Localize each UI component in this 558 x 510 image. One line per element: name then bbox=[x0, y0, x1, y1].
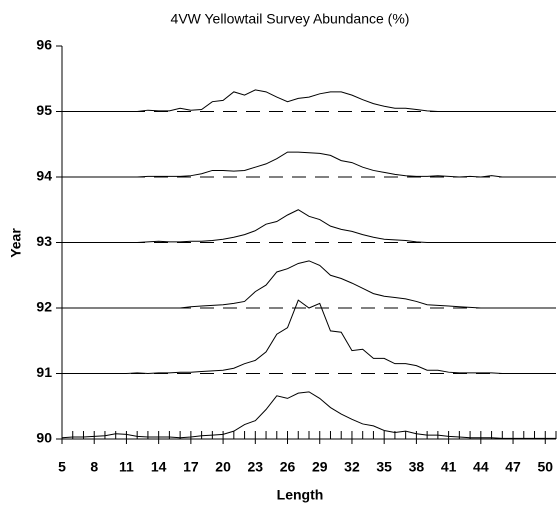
y-tick-label: 92 bbox=[36, 299, 52, 315]
x-tick-label: 23 bbox=[248, 459, 264, 475]
y-tick-label: 93 bbox=[36, 233, 52, 249]
x-tick-label: 14 bbox=[151, 459, 167, 475]
x-tick-label: 17 bbox=[183, 459, 199, 475]
y-tick-label: 90 bbox=[36, 430, 52, 446]
x-tick-label: 5 bbox=[58, 459, 66, 475]
x-tick-label: 20 bbox=[215, 459, 231, 475]
y-tick-label: 95 bbox=[36, 102, 52, 118]
data-line bbox=[62, 260, 556, 309]
data-line bbox=[62, 299, 556, 375]
x-tick-label: 11 bbox=[119, 459, 134, 475]
x-tick-label: 35 bbox=[376, 459, 392, 475]
x-tick-label: 29 bbox=[312, 459, 328, 475]
data-line bbox=[62, 89, 556, 112]
x-tick-label: 47 bbox=[505, 459, 521, 475]
data-line bbox=[62, 151, 556, 178]
y-axis-label: Year bbox=[8, 228, 24, 258]
x-tick-label: 8 bbox=[90, 459, 98, 475]
x-tick-label: 50 bbox=[537, 459, 553, 475]
x-tick-label: 44 bbox=[473, 459, 489, 475]
x-tick-label: 32 bbox=[344, 459, 360, 475]
x-tick-label: 38 bbox=[409, 459, 425, 475]
y-tick-label: 96 bbox=[36, 37, 52, 53]
x-tick-label: 26 bbox=[280, 459, 296, 475]
data-line bbox=[61, 391, 556, 439]
y-tick-label: 91 bbox=[36, 364, 52, 380]
x-tick-label: 41 bbox=[441, 459, 457, 475]
chart-title: 4VW Yellowtail Survey Abundance (%) bbox=[171, 11, 410, 27]
data-line bbox=[62, 209, 556, 243]
y-tick-label: 94 bbox=[36, 168, 52, 184]
x-axis-label: Length bbox=[277, 487, 324, 503]
